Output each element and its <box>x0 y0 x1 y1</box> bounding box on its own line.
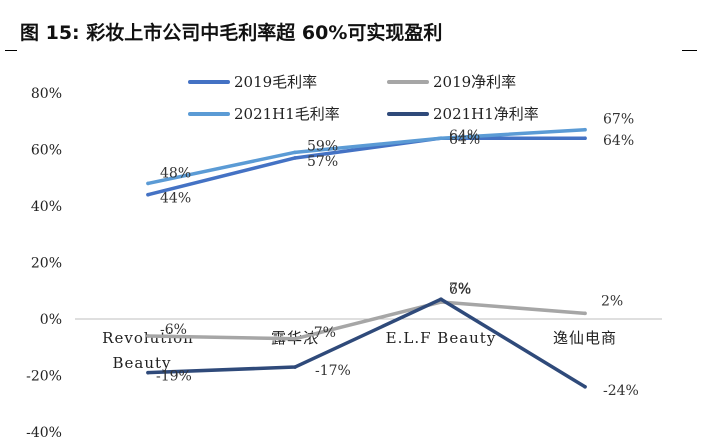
data-label: 59% <box>307 138 338 154</box>
series-line-3 <box>146 127 587 186</box>
data-label: -7% <box>309 325 336 341</box>
legend-label: 2019净利率 <box>433 73 516 91</box>
data-point <box>146 192 150 197</box>
title-rule-left <box>5 50 17 51</box>
x-tick-label: Revolution <box>102 329 194 347</box>
y-tick-label: -20% <box>26 369 62 385</box>
data-label: 57% <box>307 154 338 170</box>
title-rule-right <box>682 50 697 51</box>
y-tick-label: -40% <box>26 425 62 441</box>
y-tick-label: 80% <box>31 86 62 102</box>
data-label: 64% <box>603 133 634 149</box>
data-label: 67% <box>603 112 634 128</box>
legend-label: 2019毛利率 <box>234 73 317 91</box>
legend-label: 2021H1毛利率 <box>234 105 340 123</box>
data-point <box>583 136 587 140</box>
y-tick-label: 20% <box>31 256 62 272</box>
data-point <box>293 336 297 341</box>
data-label: 6% <box>449 282 471 298</box>
data-point <box>439 297 443 302</box>
data-label: -17% <box>315 363 351 379</box>
data-point <box>583 385 587 389</box>
data-point <box>293 365 297 369</box>
y-tick-label: 60% <box>31 143 62 159</box>
series-line-4 <box>146 297 587 389</box>
data-point <box>146 181 150 186</box>
page-title: 图 15: 彩妆上市公司中毛利率超 60%可实现盈利 <box>20 22 443 44</box>
x-tick-label: Beauty <box>112 354 171 372</box>
data-label: 7% <box>449 281 471 297</box>
data-label: 2% <box>601 293 623 309</box>
data-point <box>293 150 297 155</box>
data-point <box>146 370 150 375</box>
y-tick-label: 40% <box>31 199 62 215</box>
data-point <box>583 311 587 316</box>
x-tick-label: E.L.F Beauty <box>386 329 497 347</box>
x-tick-label: 逸仙电商 <box>553 329 617 347</box>
data-label: 64% <box>449 128 480 144</box>
data-label: 44% <box>160 191 191 207</box>
data-point <box>146 334 150 338</box>
series-line-1 <box>146 136 587 197</box>
data-point <box>293 156 297 160</box>
legend-label: 2021H1净利率 <box>433 105 539 123</box>
data-label: 64% <box>449 132 480 148</box>
series-line-2 <box>146 300 587 341</box>
data-point <box>439 136 443 140</box>
y-tick-label: 0% <box>40 312 62 328</box>
data-label: -24% <box>603 383 639 399</box>
data-label: -6% <box>160 322 187 338</box>
data-point <box>583 127 587 132</box>
data-label: -19% <box>156 369 192 385</box>
data-label: 48% <box>160 165 191 181</box>
